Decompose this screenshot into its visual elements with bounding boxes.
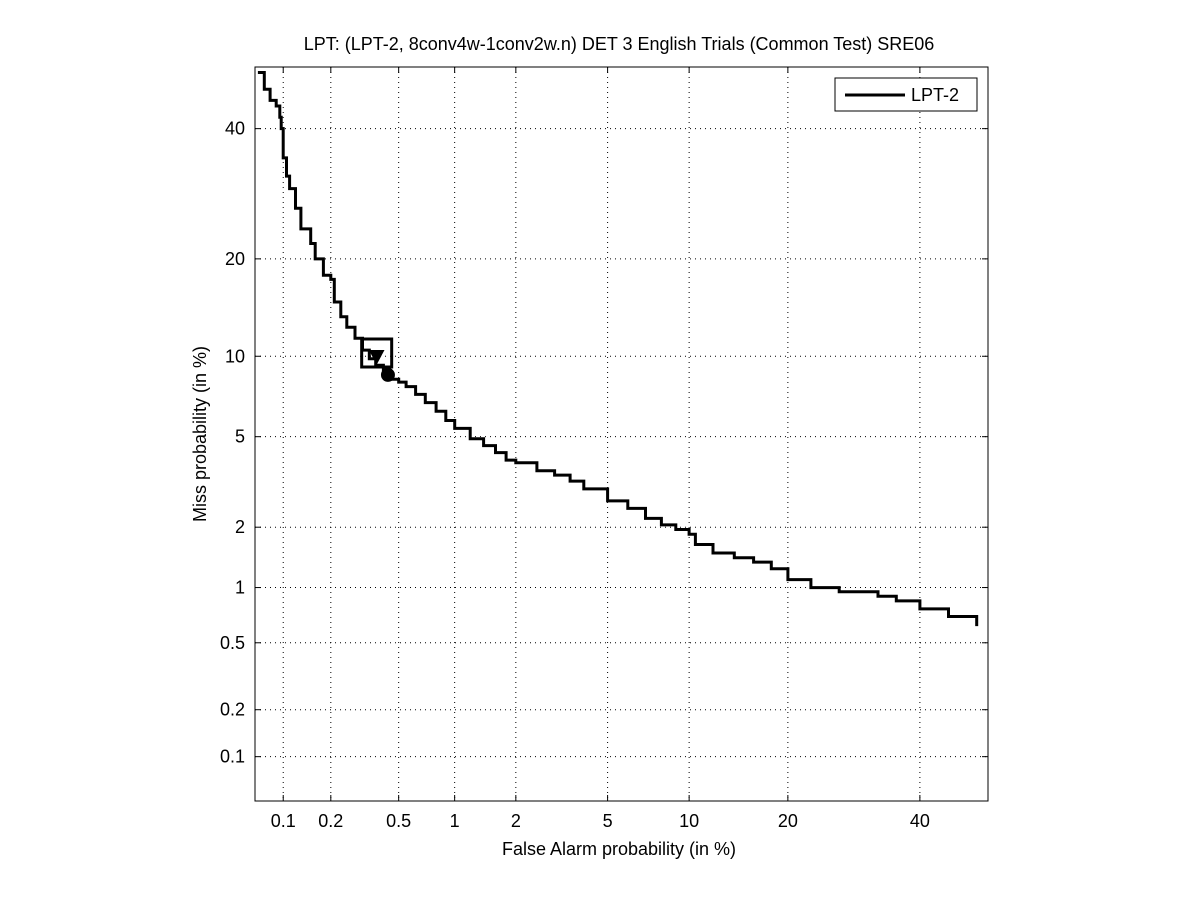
x-tick-label: 5 xyxy=(603,811,613,831)
operating-point-markers xyxy=(360,337,395,382)
actual-dcf-point xyxy=(368,350,385,365)
grid xyxy=(255,67,988,801)
x-tick-label: 10 xyxy=(679,811,699,831)
x-tick-label: 2 xyxy=(511,811,521,831)
y-tick-label: 0.1 xyxy=(220,747,245,767)
y-tick-label: 1 xyxy=(235,578,245,598)
min-dcf-point xyxy=(380,367,395,382)
y-tick-label: 0.5 xyxy=(220,633,245,653)
y-axis-ticks: 0.1 0.2 0.5 1 2 5 10 20 40 xyxy=(220,119,988,767)
legend-label-lpt-2: LPT-2 xyxy=(911,85,959,105)
y-tick-label: 20 xyxy=(225,249,245,269)
x-tick-label: 1 xyxy=(450,811,460,831)
x-tick-label: 0.2 xyxy=(318,811,343,831)
series-line-lpt-2 xyxy=(257,71,979,627)
y-tick-label: 0.2 xyxy=(220,700,245,720)
legend: LPT-2 xyxy=(834,77,978,112)
x-axis-label: False Alarm probability (in %) xyxy=(502,839,736,859)
plot-frame xyxy=(254,66,989,802)
chart-title: LPT: (LPT-2, 8conv4w-1conv2w.n) DET 3 En… xyxy=(304,34,935,54)
actual-dcf-box xyxy=(360,337,394,369)
y-tick-label: 5 xyxy=(235,427,245,447)
x-tick-label: 20 xyxy=(778,811,798,831)
y-tick-label: 40 xyxy=(225,119,245,139)
y-axis-label: Miss probability (in %) xyxy=(190,346,210,522)
y-tick-label: 10 xyxy=(225,346,245,366)
x-tick-label: 40 xyxy=(910,811,930,831)
x-axis-ticks: 0.1 0.2 0.5 1 2 5 10 20 40 xyxy=(271,67,930,831)
x-tick-label: 0.1 xyxy=(271,811,296,831)
x-tick-label: 0.5 xyxy=(386,811,411,831)
y-tick-label: 2 xyxy=(235,517,245,537)
